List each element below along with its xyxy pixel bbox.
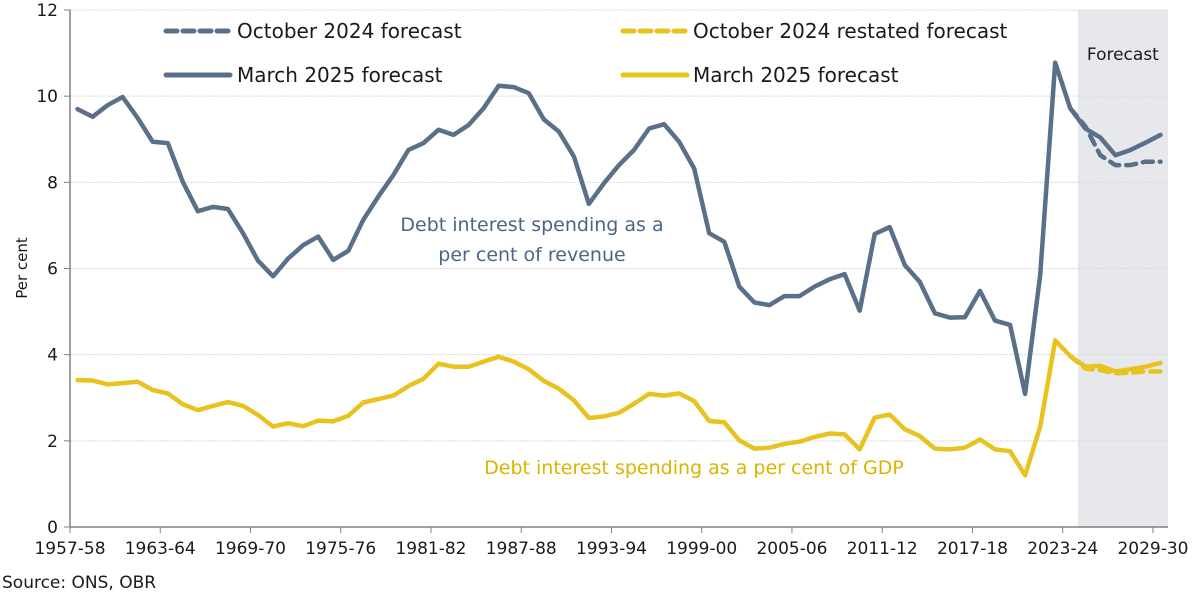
x-tick-label: 1963-64 xyxy=(125,539,196,559)
y-tick-label: 6 xyxy=(47,260,58,280)
y-tick-label: 2 xyxy=(47,432,58,452)
x-tick-label: 1957-58 xyxy=(34,539,105,559)
series-group xyxy=(75,60,1163,478)
y-tick-label: 12 xyxy=(36,1,58,21)
legend-item-mar-2025-revenue: March 2025 forecast xyxy=(163,63,443,87)
legend-item-mar-2025-gdp: March 2025 forecast xyxy=(620,63,899,87)
series-line-march-2025-forecast-gdp xyxy=(75,338,1163,478)
legend-label: October 2024 forecast xyxy=(237,19,462,43)
x-tick-label: 1987-88 xyxy=(486,539,557,559)
gridlines xyxy=(70,9,1168,442)
y-axis-ticks: 0 2 4 6 8 10 12 xyxy=(36,1,70,538)
x-tick-label: 2029-30 xyxy=(1117,539,1188,559)
legend-label: October 2024 restated forecast xyxy=(693,19,1007,43)
forecast-label: Forecast xyxy=(1087,45,1159,65)
y-tick-label: 0 xyxy=(47,518,58,538)
y-tick-label: 4 xyxy=(47,346,58,366)
annotation-revenue-line1: Debt interest spending as a xyxy=(400,214,663,236)
forecast-region xyxy=(1077,10,1168,527)
legend-label: March 2025 forecast xyxy=(693,63,899,87)
x-tick-label: 1981-82 xyxy=(395,539,466,559)
series-line-october-2024-forecast-revenue xyxy=(1067,105,1163,168)
annotation-revenue-line2: per cent of revenue xyxy=(438,244,625,266)
legend-item-oct-2024-revenue: October 2024 forecast xyxy=(163,19,462,43)
x-axis-ticks: 1957-58 1963-64 1969-70 1975-76 1981-82 1987-… xyxy=(34,527,1188,559)
annotation-gdp: Debt interest spending as a per cent of … xyxy=(484,457,904,479)
x-tick-label: 2005-06 xyxy=(756,539,827,559)
x-tick-label: 2017-18 xyxy=(937,539,1008,559)
series-line-october-2024-restated-forecast-gdp xyxy=(1067,353,1163,376)
x-tick-label: 1993-94 xyxy=(576,539,647,559)
source-note: Source: ONS, OBR xyxy=(2,573,156,593)
x-tick-label: 1975-76 xyxy=(305,539,376,559)
x-tick-label: 2011-12 xyxy=(847,539,918,559)
series-line-march-2025-forecast-revenue xyxy=(75,60,1163,397)
x-tick-label: 1999-00 xyxy=(666,539,737,559)
x-tick-label: 2023-24 xyxy=(1027,539,1098,559)
y-tick-label: 10 xyxy=(36,87,58,107)
x-tick-label: 1969-70 xyxy=(215,539,286,559)
y-axis-label: Per cent xyxy=(13,237,31,299)
y-tick-label: 8 xyxy=(47,173,58,193)
legend: October 2024 forecast October 2024 resta… xyxy=(163,19,1007,87)
legend-label: March 2025 forecast xyxy=(237,63,443,87)
legend-item-oct-2024-restated-gdp: October 2024 restated forecast xyxy=(620,19,1007,43)
